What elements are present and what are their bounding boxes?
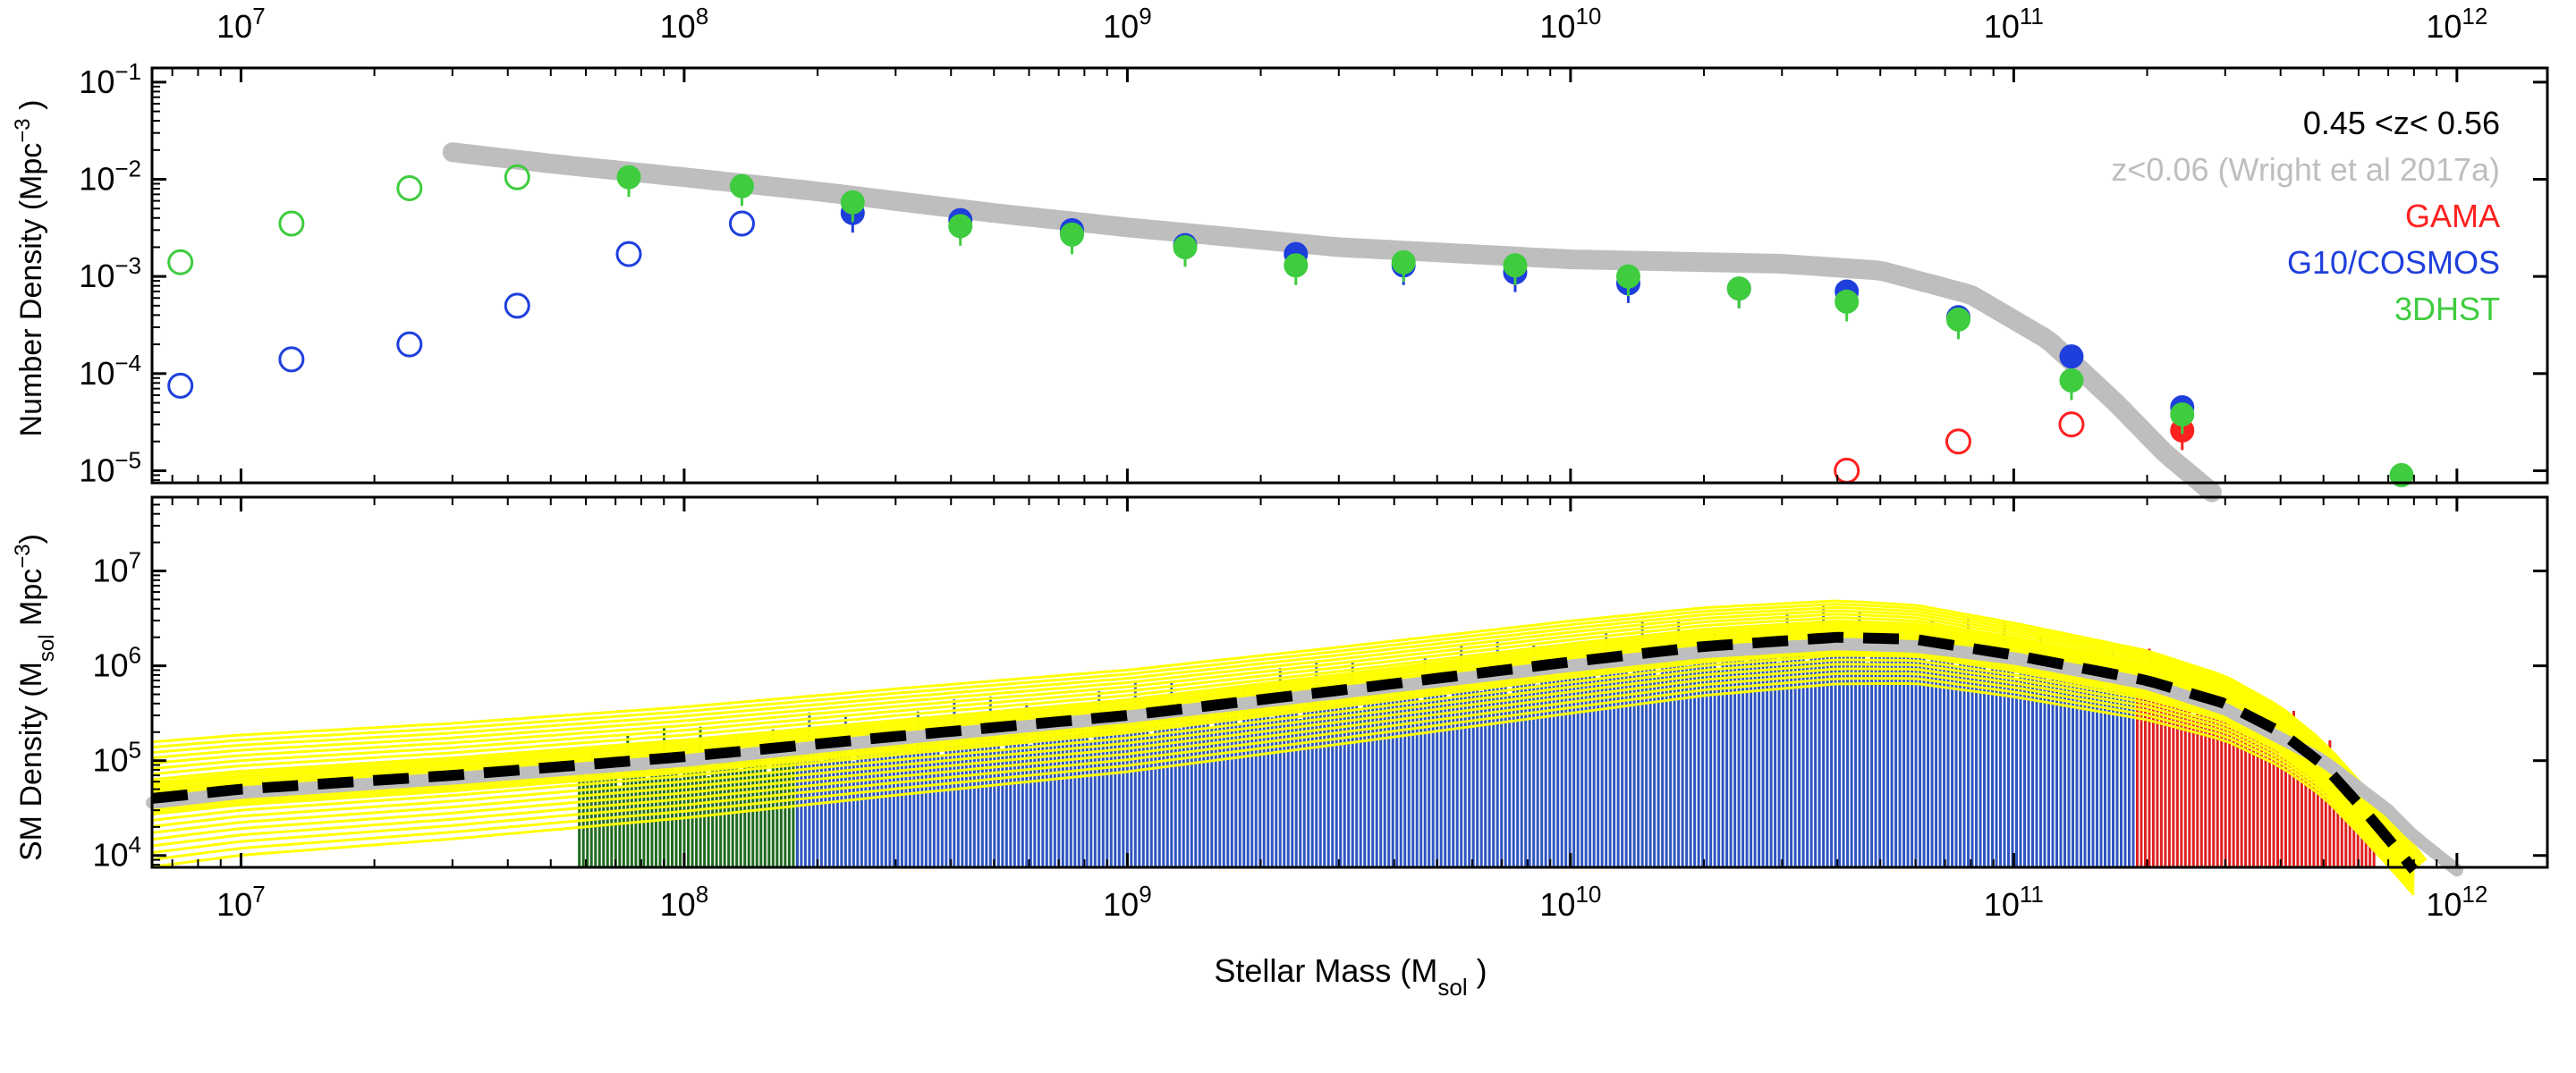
top-x-tick-label: 109 [1103,3,1152,45]
fit-sample-curve [151,681,2415,896]
bottom-y-tick-label: 105 [92,737,141,779]
top-y-label-sup: −3 [11,118,35,142]
3dhst-point [729,173,754,199]
x-label-main: Stellar Mass (M [1214,952,1437,989]
top-y-tick-label: 10−4 [79,350,141,392]
fit-sample-curve [151,613,2415,860]
bottom-y-label-b: Mpc [14,569,48,635]
3dhst-point [616,165,641,190]
top-x-tick-label: 108 [660,3,709,45]
bottom-y-label-sub: sol [35,634,59,662]
top-y-tick-label: 10−2 [79,156,141,198]
3dhst-point [1726,276,1751,301]
fit-sample-curve [151,672,2415,890]
bottom-x-tick-label: 108 [660,881,709,923]
3dhst-point [278,210,305,237]
g10-cosmos-point [278,346,305,373]
x-label-sub: sol [1437,974,1467,1001]
3dhst-point [948,214,973,239]
fit-sample-curve [151,599,2415,855]
top-x-tick-label: 107 [216,3,266,45]
g10-cosmos-point [615,241,642,267]
3dhst-point [1059,222,1084,247]
3dhst-point [2170,401,2195,427]
bottom-y-label-a: SM Density (M [14,662,48,861]
bottom-y-axis-label: SM Density (Msol Mpc−3) [11,534,59,861]
g10-cosmos-point [728,210,755,237]
3dhst-point [167,249,194,275]
bottom-wright-curve [146,638,2463,877]
3dhst-point [840,190,865,215]
top-y-tick-label: 10−5 [79,446,141,488]
3dhst-point [1391,249,1416,275]
gama-point [1834,457,1860,484]
bottom-y-tick-label: 104 [92,832,141,874]
bottom-x-tick-label: 1012 [2426,881,2487,923]
fit-sample-curve [151,663,2415,884]
3dhst-point [504,164,530,190]
3dhst-point [1503,253,1528,278]
bottom-y-ticks: 104 105 106 107 [92,503,2547,874]
gama-point [2058,411,2085,438]
g10-cosmos-point [396,331,423,358]
bottom-y-tick-label: 106 [92,642,141,684]
bottom-y-label-sup: −3 [11,544,35,568]
bottom-x-tick-label: 1010 [1539,881,1601,923]
top-panel: 107 108 109 1010 1011 1012 10−510−410−310−210… [11,3,2549,503]
legend-entry: 3DHST [2394,291,2500,327]
fit-sample-curve [151,667,2415,887]
top-y-tick-label: 10−1 [79,58,141,100]
bottom-plot-frame [150,495,2549,869]
legend-entry: z<0.06 (Wright et al 2017a) [2111,151,2500,188]
bottom-fit-curve [151,631,2419,874]
bottom-bars-layer [578,605,2376,867]
3dhst-point [1173,234,1198,259]
3dhst-point [2059,368,2084,393]
top-points-layer [167,164,2414,487]
top-y-tick-label: 10−3 [79,252,141,294]
3dhst-point [396,174,423,201]
fit-sample-curve [151,605,2415,858]
top-y-ticks: 10−5 10−4 10−3 10−2 10−1 [79,58,2547,488]
3dhst-point [1835,289,1860,314]
fit-sample-curve [151,609,2415,858]
gama-point [1945,428,1971,455]
bottom-x-tick-label: 1011 [1984,881,2044,923]
bottom-y-tick-label: 107 [92,547,141,589]
legend-entry: 0.45 <z< 0.56 [2303,105,2500,141]
x-axis-label: Stellar Mass (Msol ) [1214,952,1487,1001]
x-label-tail: ) [1468,952,1487,989]
top-y-axis-label: Number Density (Mpc−3 ) [11,100,49,437]
fit-sample-curve [151,677,2415,893]
fit-sample-curve [151,616,2415,862]
bottom-x-tick-label: 107 [216,881,266,923]
top-x-tick-label: 1012 [2426,3,2487,45]
3dhst-point [1945,307,1970,332]
bottom-y-label-c: ) [14,534,48,544]
fit-sample-curve [151,603,2415,857]
fit-sample-curve [151,658,2415,882]
top-x-tick-label: 1011 [1984,3,2044,45]
top-y-label-b: ) [14,100,48,119]
g10-cosmos-point [167,372,194,399]
3dhst-point [1284,253,1309,278]
top-y-label-a: Number Density (Mpc [14,143,48,437]
bottom-panel: 107 108 109 1010 1011 1012 104 105 106 107 SM De… [11,495,2549,923]
bottom-x-tick-label: 109 [1103,881,1152,923]
top-x-ticks: 107 108 109 1010 1011 1012 [171,3,2487,483]
legend-entry: GAMA [2405,198,2500,234]
top-x-tick-label: 1010 [1539,3,1601,45]
g10-cosmos-point [2059,344,2084,369]
bottom-x-ticks: 107 108 109 1010 1011 1012 [171,497,2487,923]
3dhst-point [1615,264,1640,289]
g10-cosmos-point [504,292,530,319]
legend-entry: G10/COSMOS [2287,244,2500,281]
top-legend: 0.45 <z< 0.56 z<0.06 (Wright et al 2017a)… [2111,105,2500,327]
